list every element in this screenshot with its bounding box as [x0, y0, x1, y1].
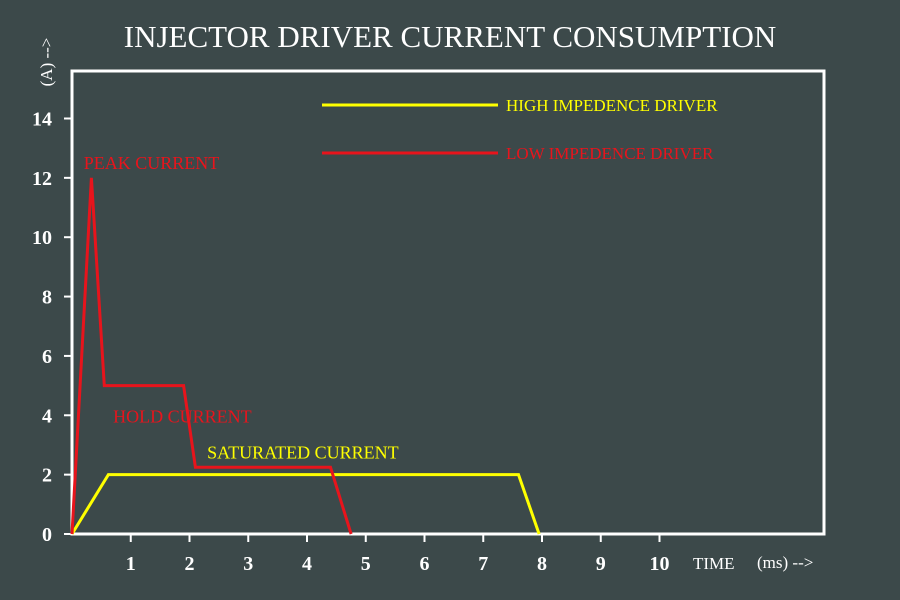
- x-tick-label: 6: [420, 553, 430, 575]
- y-tick-label: 6: [42, 346, 52, 368]
- annotation-label: PEAK CURRENT: [84, 153, 220, 173]
- legend: HIGH IMPEDENCE DRIVER LOW IMPEDENCE DRIVE…: [322, 96, 718, 163]
- x-tick-label: 8: [537, 553, 547, 575]
- y-tick-label: 8: [42, 287, 52, 309]
- series-line-high-impedence: [70, 473, 541, 535]
- y-tick-label: 0: [42, 524, 52, 546]
- x-tick-label: 9: [596, 553, 606, 575]
- y-tick-label: 2: [42, 465, 52, 487]
- legend-label: HIGH IMPEDENCE DRIVER: [506, 96, 718, 115]
- x-tick-label: 2: [185, 553, 195, 575]
- y-tick-label: 14: [32, 108, 52, 130]
- x-tick-label: 4: [302, 553, 312, 575]
- x-axis-label: TIME: [693, 554, 735, 573]
- annotations: PEAK CURRENT HOLD CURRENT SATURATED CURREN…: [84, 153, 399, 462]
- chart-title: INJECTOR DRIVER CURRENT CONSUMPTION: [124, 19, 777, 54]
- annotation-label: SATURATED CURRENT: [207, 442, 399, 462]
- y-tick-label: 12: [32, 168, 52, 190]
- x-tick-label: 3: [243, 553, 253, 575]
- x-axis-ticks: 1 2 3 4 5 6 7 8 9 10: [126, 534, 670, 575]
- plot-frame: [70, 69, 826, 536]
- series-line-low-impedence: [70, 177, 353, 535]
- legend-label: LOW IMPEDENCE DRIVER: [506, 144, 714, 163]
- x-tick-label: 7: [478, 553, 488, 575]
- series-layer: [70, 177, 541, 535]
- y-tick-label: 4: [42, 405, 52, 427]
- y-axis-ticks: 0 2 4 6 8 10 12 14: [32, 108, 72, 546]
- x-tick-label: 1: [126, 553, 136, 575]
- x-axis-unit: (ms) -->: [757, 553, 813, 572]
- x-tick-label: 5: [361, 553, 371, 575]
- y-axis-label: (A) -->: [37, 38, 56, 87]
- annotation-label: HOLD CURRENT: [113, 407, 252, 427]
- x-tick-label: 10: [650, 553, 670, 575]
- y-tick-label: 10: [32, 227, 52, 249]
